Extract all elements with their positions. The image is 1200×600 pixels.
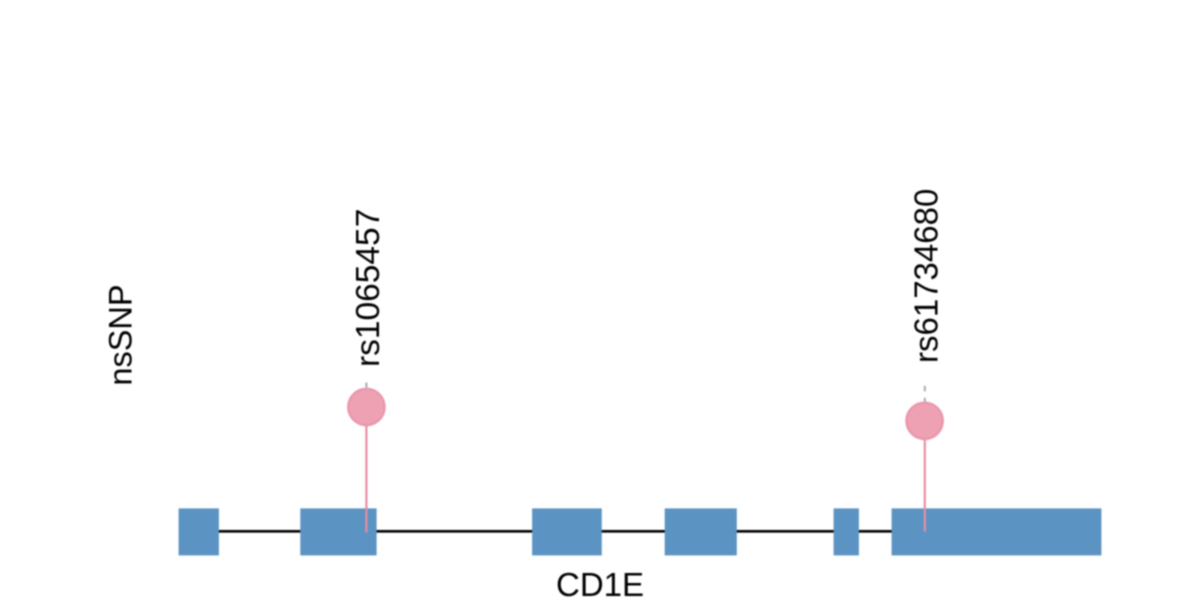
svg-text:rs1065457: rs1065457 bbox=[350, 209, 387, 367]
svg-text:CD1E: CD1E bbox=[556, 566, 644, 600]
svg-text:nsSNP: nsSNP bbox=[103, 284, 139, 385]
svg-text:rs61734680: rs61734680 bbox=[908, 189, 945, 363]
